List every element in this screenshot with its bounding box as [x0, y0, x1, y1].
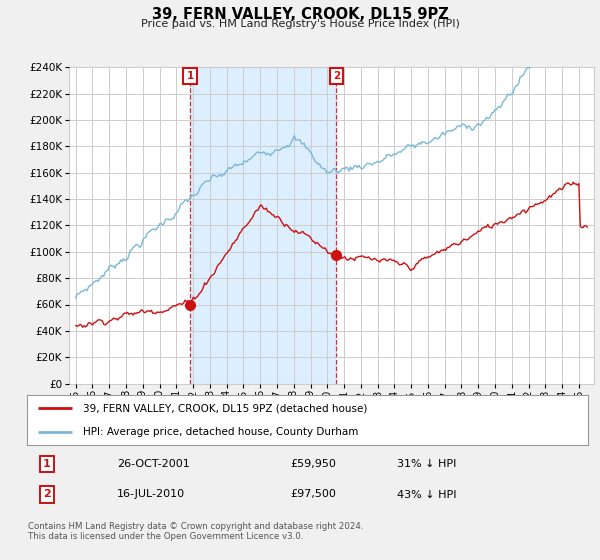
- Text: 1: 1: [187, 71, 194, 81]
- Text: 26-OCT-2001: 26-OCT-2001: [117, 459, 190, 469]
- Text: 2: 2: [43, 489, 50, 500]
- Bar: [190, 67, 337, 384]
- Text: 39, FERN VALLEY, CROOK, DL15 9PZ: 39, FERN VALLEY, CROOK, DL15 9PZ: [152, 7, 448, 22]
- Text: 1: 1: [43, 459, 50, 469]
- Text: HPI: Average price, detached house, County Durham: HPI: Average price, detached house, Coun…: [83, 427, 358, 437]
- Text: 31% ↓ HPI: 31% ↓ HPI: [397, 459, 457, 469]
- Text: 43% ↓ HPI: 43% ↓ HPI: [397, 489, 457, 500]
- Text: 39, FERN VALLEY, CROOK, DL15 9PZ (detached house): 39, FERN VALLEY, CROOK, DL15 9PZ (detach…: [83, 403, 367, 413]
- Text: Price paid vs. HM Land Registry's House Price Index (HPI): Price paid vs. HM Land Registry's House …: [140, 19, 460, 29]
- Text: 2: 2: [333, 71, 340, 81]
- Text: 16-JUL-2010: 16-JUL-2010: [117, 489, 185, 500]
- Text: £97,500: £97,500: [290, 489, 337, 500]
- Text: £59,950: £59,950: [290, 459, 337, 469]
- Text: Contains HM Land Registry data © Crown copyright and database right 2024.
This d: Contains HM Land Registry data © Crown c…: [28, 522, 364, 542]
